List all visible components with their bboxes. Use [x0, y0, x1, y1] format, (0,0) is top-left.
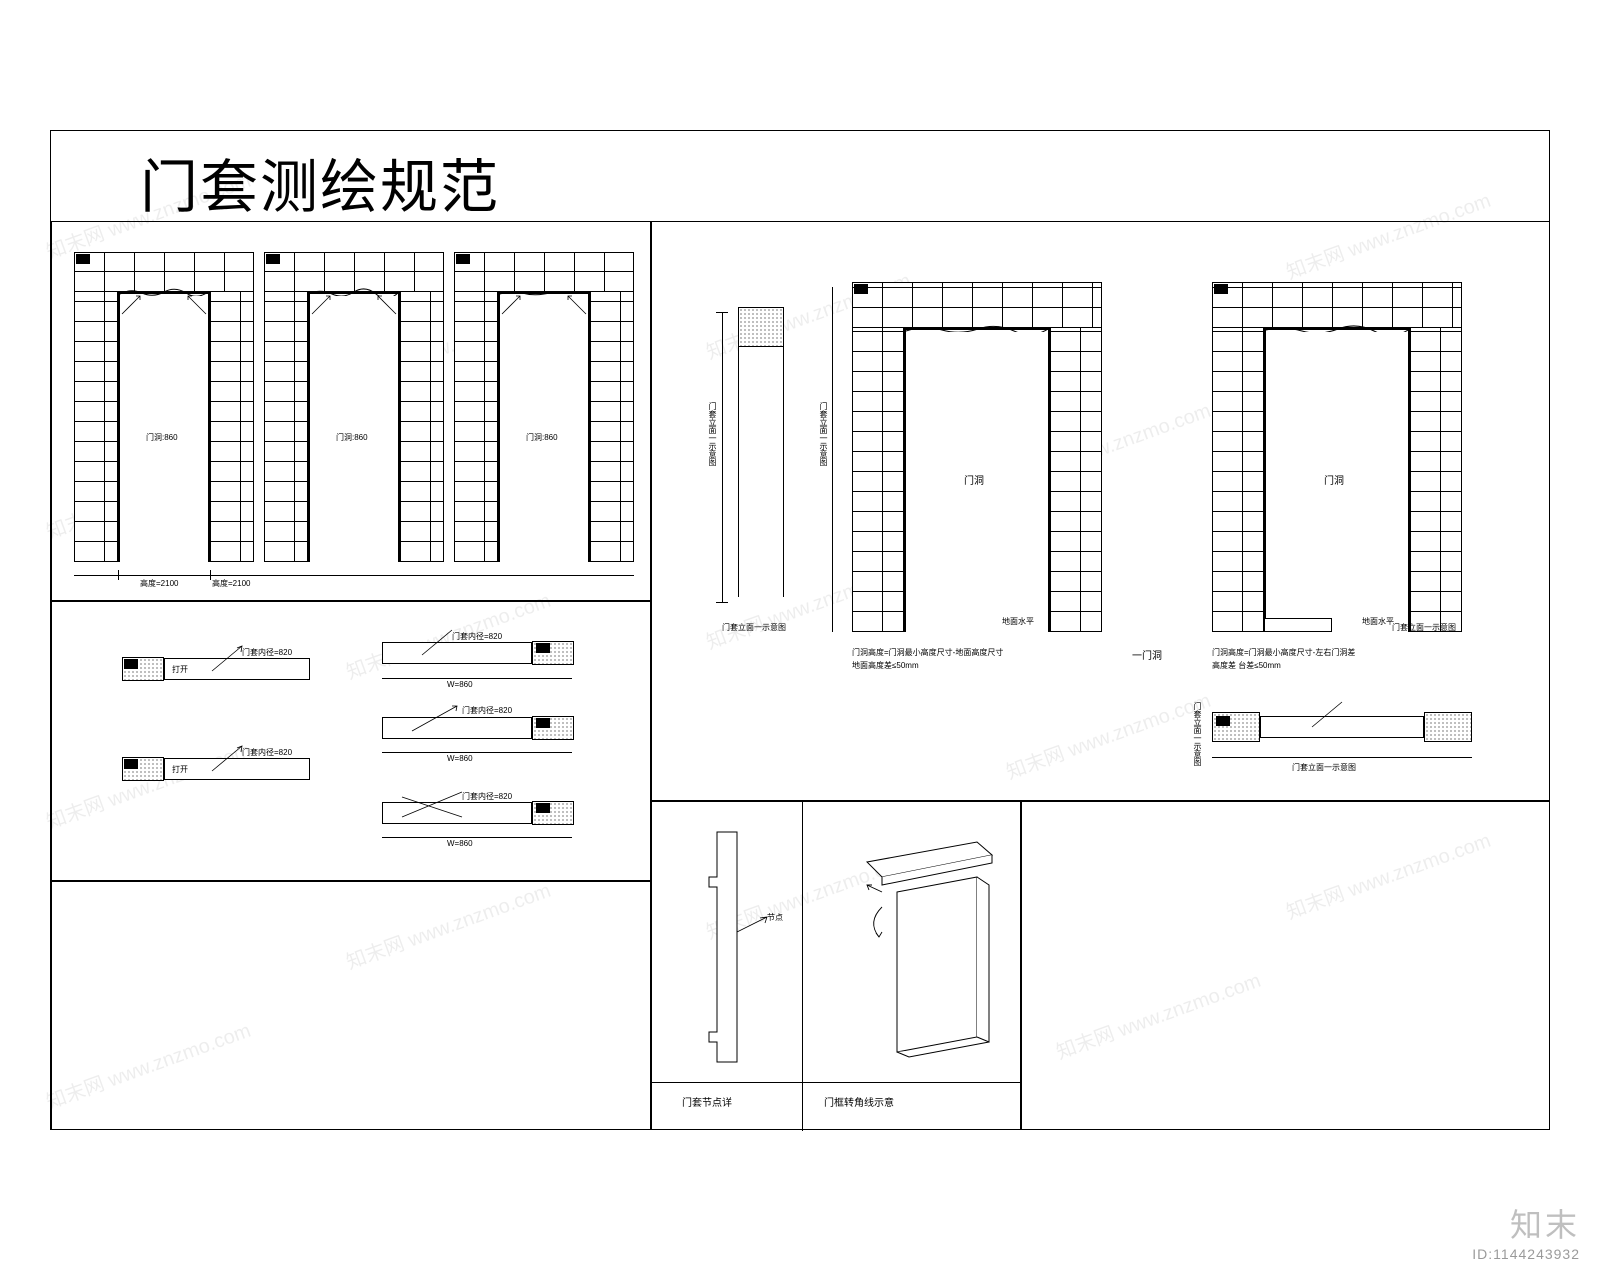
- floor-label: 地面水平: [1002, 616, 1034, 627]
- opening-label: 门洞:860: [336, 432, 368, 443]
- corner-3d: [827, 837, 1002, 1057]
- door-elevation-5: 门洞 地面水平: [1212, 282, 1462, 632]
- caption: 地面高度差≤50mm: [852, 660, 919, 671]
- drawing-canvas: 01 门洞:860 02 门洞:860 03: [50, 130, 1550, 1130]
- panel-4: 门套立面一示意图 门套立面一示意图 门洞 地面水平 门套立面一示意图 门洞高度=…: [651, 221, 1550, 801]
- door-tag: 03: [471, 253, 480, 262]
- caption: 门洞高度=门洞最小高度尺寸-左右门洞差: [1212, 647, 1492, 658]
- opening-label: 门洞:860: [146, 432, 178, 443]
- door-elevation-1: 01 门洞:860: [74, 252, 254, 562]
- door-elevation-3: 03 门洞:860: [454, 252, 634, 562]
- sec-text: 门套内径=820: [242, 747, 292, 758]
- side-dim: 门套立面一示意图: [707, 402, 718, 466]
- caption: 门套立面一示意图: [722, 622, 786, 633]
- image-id: ID:1144243932: [1472, 1246, 1580, 1262]
- sec-text: 门套内径=820: [452, 631, 502, 642]
- panel-5: 节点 门套节点详 门框转角线示意: [651, 801, 1021, 1130]
- watermark-brand: 知末 ID:1144243932: [1472, 1200, 1580, 1262]
- opening-label: 门洞: [964, 472, 984, 487]
- sec-text: 打开: [172, 664, 188, 675]
- panel5-left-label: 门套节点详: [682, 1094, 732, 1109]
- side-label: 一门洞: [1132, 647, 1162, 662]
- jamb-label: 节点: [767, 912, 783, 923]
- door-elevation-2: 02 门洞:860: [264, 252, 444, 562]
- panel-2: 打开 门套内径=820 打开 门套内径=820 门套内径=820 W=860 门…: [51, 601, 651, 881]
- dim-label: 高度=2100: [212, 578, 250, 589]
- sec-text: 门套内径=820: [462, 705, 512, 716]
- tag-badge: [456, 254, 470, 264]
- panel-1: 01 门洞:860 02 门洞:860 03: [51, 221, 651, 601]
- door-tag: 02: [281, 253, 290, 262]
- caption: 门套立面一示意图: [1392, 622, 1456, 633]
- sec-label: 门套立面一示意图: [1292, 762, 1356, 773]
- jamb-profile: [697, 832, 777, 1062]
- door-elevation-4: 门洞 地面水平: [852, 282, 1102, 632]
- opening-label: 门洞:860: [526, 432, 558, 443]
- panel5-right-label: 门框转角线示意: [824, 1094, 894, 1109]
- opening-label: 门洞: [1324, 472, 1344, 487]
- sec-text: 打开: [172, 764, 188, 775]
- dim-label: 高度=2100: [140, 578, 178, 589]
- sec-text: 门套内径=820: [462, 791, 512, 802]
- door-tag: 01: [91, 253, 100, 262]
- floor-label: 地面水平: [1362, 616, 1394, 627]
- panel-3: [51, 881, 651, 1130]
- caption: 门洞高度=门洞最小高度尺寸-地面高度尺寸: [852, 647, 1102, 658]
- side-dim: 门套立面一示意图: [818, 402, 829, 466]
- tag-badge: [266, 254, 280, 264]
- caption: 高度差 台差≤50mm: [1212, 660, 1281, 671]
- sec-text: 门套内径=820: [242, 647, 292, 658]
- tag-badge: [76, 254, 90, 264]
- panel-6: [1021, 801, 1550, 1130]
- sec-label: 门套立面一示意图: [1192, 702, 1203, 766]
- brand-text: 知末: [1472, 1200, 1580, 1246]
